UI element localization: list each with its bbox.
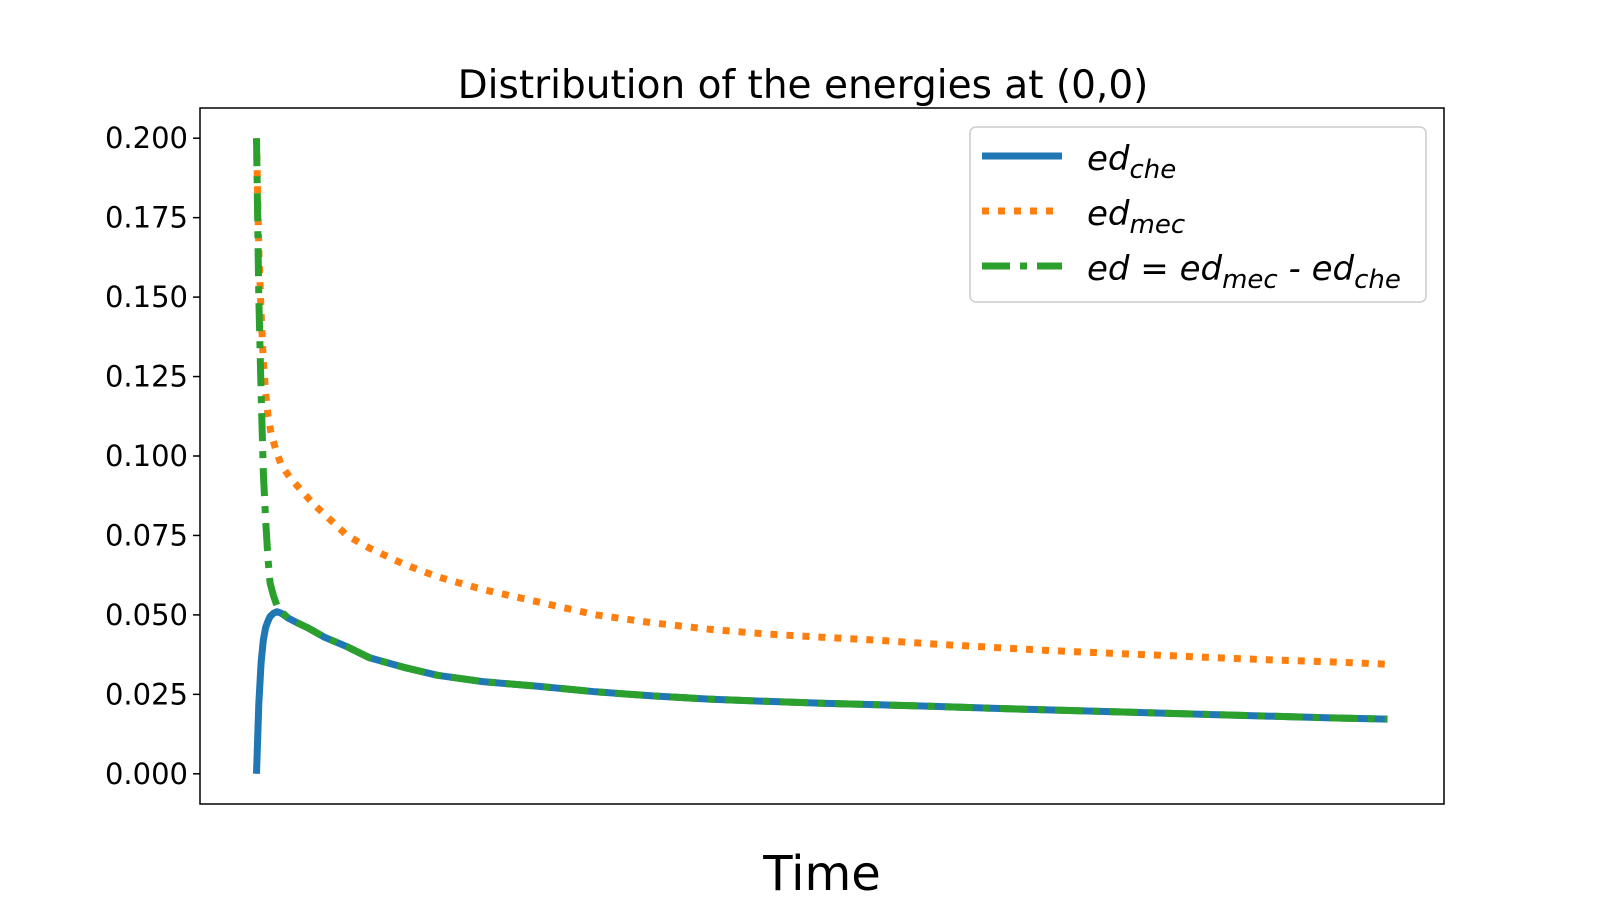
y-tick-label: 0.050 — [105, 598, 188, 632]
legend-label-ed-mec: edmec — [1087, 194, 1185, 240]
legend-label-ed: ed = edmec - edche — [1087, 249, 1401, 295]
y-axis: 0.000 0.025 0.050 0.075 0.100 0.125 0.150 0.175… — [105, 121, 200, 791]
legend-label-ed-che: edche — [1087, 139, 1176, 185]
series-line-ed — [253, 138, 1388, 723]
legend-frame — [969, 126, 1427, 303]
legend-label-ed-sub: mec — [1222, 265, 1278, 295]
legend-label-ed-main: ed = ed — [1087, 249, 1223, 289]
y-tick-label: 0.200 — [105, 121, 188, 155]
y-tick-label: 0.150 — [105, 280, 188, 314]
series-group — [253, 138, 1388, 774]
y-tick-label: 0.000 — [105, 757, 188, 791]
x-axis-label: Time — [762, 846, 880, 900]
legend-label-ed-che-main: ed — [1087, 139, 1130, 179]
series-line-ed-mec — [253, 138, 1388, 668]
legend-label-ed-mec-main: ed — [1087, 194, 1130, 234]
chart-title: Distribution of the energies at (0,0) — [458, 63, 1149, 108]
legend-label-ed-sub2: che — [1354, 265, 1401, 295]
y-tick-label: 0.075 — [105, 518, 188, 552]
y-tick-label: 0.175 — [105, 201, 188, 235]
y-tick-label: 0.125 — [105, 360, 188, 394]
y-tick-label: 0.100 — [105, 439, 188, 473]
legend: edche edmec ed = edmec - edche — [969, 126, 1427, 303]
legend-label-ed-che-sub: che — [1130, 155, 1177, 185]
y-tick-label: 0.025 — [105, 677, 188, 711]
legend-label-ed-mec-sub: mec — [1130, 210, 1186, 240]
legend-label-ed-rest: - ed — [1278, 249, 1355, 289]
